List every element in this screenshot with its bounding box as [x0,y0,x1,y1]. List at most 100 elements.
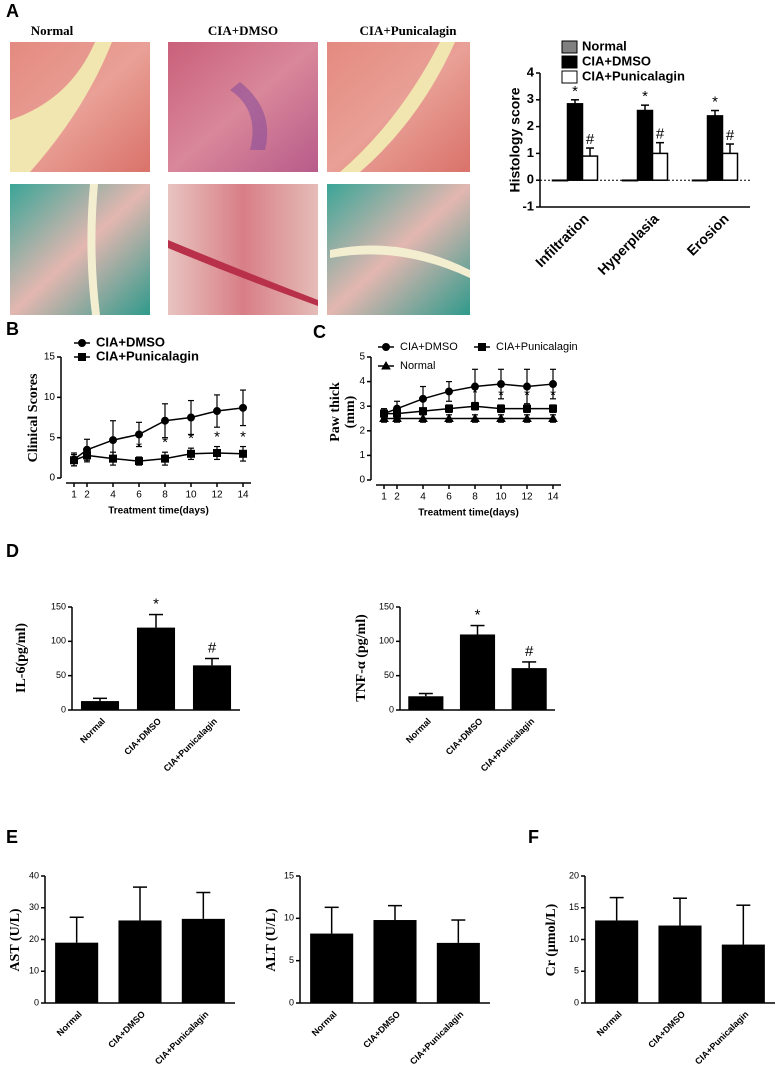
image [168,42,318,172]
y-tick-label: 30 [29,902,39,912]
marker [419,394,427,403]
x-tick-label: 6 [136,490,142,501]
image-detail [168,240,318,306]
bar [621,179,639,182]
x-tick-label: Normal [404,716,433,745]
legend-marker [381,360,391,370]
x-tick-label: 8 [472,492,478,503]
marker [239,403,247,412]
significance-mark: * [550,387,556,404]
bar [651,152,669,181]
image [327,42,470,172]
bar [636,109,654,181]
marker [135,457,143,466]
x-tick-label: 6 [446,492,452,503]
y-tick-label: 2 [359,425,365,436]
y-tick-label: 0 [527,172,534,187]
bar [658,925,702,1003]
legend-label: CIA+Punicalagin [582,68,685,83]
significance-mark: * [153,596,159,613]
x-tick-label: CIA+DMSO [444,716,485,757]
legend-label: CIA+DMSO [400,341,458,353]
x-tick-label: CIA+Punicalagin [479,716,536,773]
y-tick-label: 5 [359,352,365,363]
legend-swatch [561,55,578,69]
y-tick-label: 15 [44,352,56,363]
x-axis-label: Treatment time(days) [108,506,209,517]
bar [192,665,232,710]
marker [523,382,531,391]
y-axis-label: Paw thick [328,382,343,442]
marker [135,430,143,439]
x-tick-label: CIA+Punicalagin [408,1009,465,1066]
x-tick-label: CIA+DMSO [106,1009,147,1050]
marker [161,416,169,425]
y-tick-label: 15 [284,870,294,880]
y-tick-label: 10 [569,934,579,944]
legend-swatch [561,70,578,84]
marker [109,454,117,463]
column-title: CIA+Punicalagin [360,23,458,38]
y-tick-label: 5 [574,966,579,976]
y-tick-label: 4 [527,64,535,79]
marker [445,404,453,413]
y-tick-label: 50 [384,670,394,680]
significance-mark: * [110,434,116,451]
y-tick-label: 1 [527,145,534,160]
panel-label: C [313,322,326,342]
marker [523,404,531,413]
y-tick-label: 10 [44,392,56,403]
legend-label: Normal [582,38,627,53]
significance-mark: * [472,384,478,401]
y-tick-label: 50 [56,670,66,680]
x-tick-label: Hyperplasia [594,210,662,278]
legend-label: CIA+DMSO [582,53,651,68]
marker [187,449,195,458]
x-tick-label: 4 [420,492,426,503]
bar [373,920,417,1003]
legend-marker [78,353,86,361]
marker [213,448,221,457]
series-line [383,383,554,415]
marker [497,380,505,389]
x-tick-label: Normal [595,1009,624,1038]
marker [496,413,506,422]
bar [459,634,496,710]
legend-label: CIA+DMSO [96,334,165,349]
significance-mark: # [726,127,735,144]
x-tick-label: 2 [394,492,400,503]
y-tick-label: 40 [29,870,39,880]
y-tick-label: 20 [569,870,579,880]
bar [80,701,120,710]
marker [161,454,169,463]
bar [706,115,724,181]
x-tick-label: 12 [211,490,223,501]
y-tick-label: 15 [569,902,579,912]
x-tick-label: 14 [237,490,249,501]
significance-mark: * [572,83,578,100]
x-tick-label: 14 [547,492,559,503]
marker [548,413,558,422]
x-tick-label: Normal [310,1009,339,1038]
bar [721,152,739,181]
y-tick-label: 0 [359,475,365,486]
marker [444,413,454,422]
x-tick-label: Normal [55,1009,84,1038]
y-axis-label: TNF-α (pg/ml) [354,614,369,702]
y-tick-label: 5 [49,432,55,443]
x-tick-label: 10 [185,490,197,501]
y-tick-label: 0 [389,704,394,714]
image [10,184,150,315]
image-detail [230,82,268,150]
x-tick-label: 8 [162,490,168,501]
y-axis-label: Clinical Scores [26,373,41,462]
image-detail [87,184,100,315]
y-tick-label: 3 [359,401,365,412]
bar [118,920,162,1003]
bar [551,179,569,182]
bar [691,179,709,182]
bar [181,918,225,1003]
image-detail [340,42,455,172]
legend-label: CIA+Punicalagin [496,341,578,353]
